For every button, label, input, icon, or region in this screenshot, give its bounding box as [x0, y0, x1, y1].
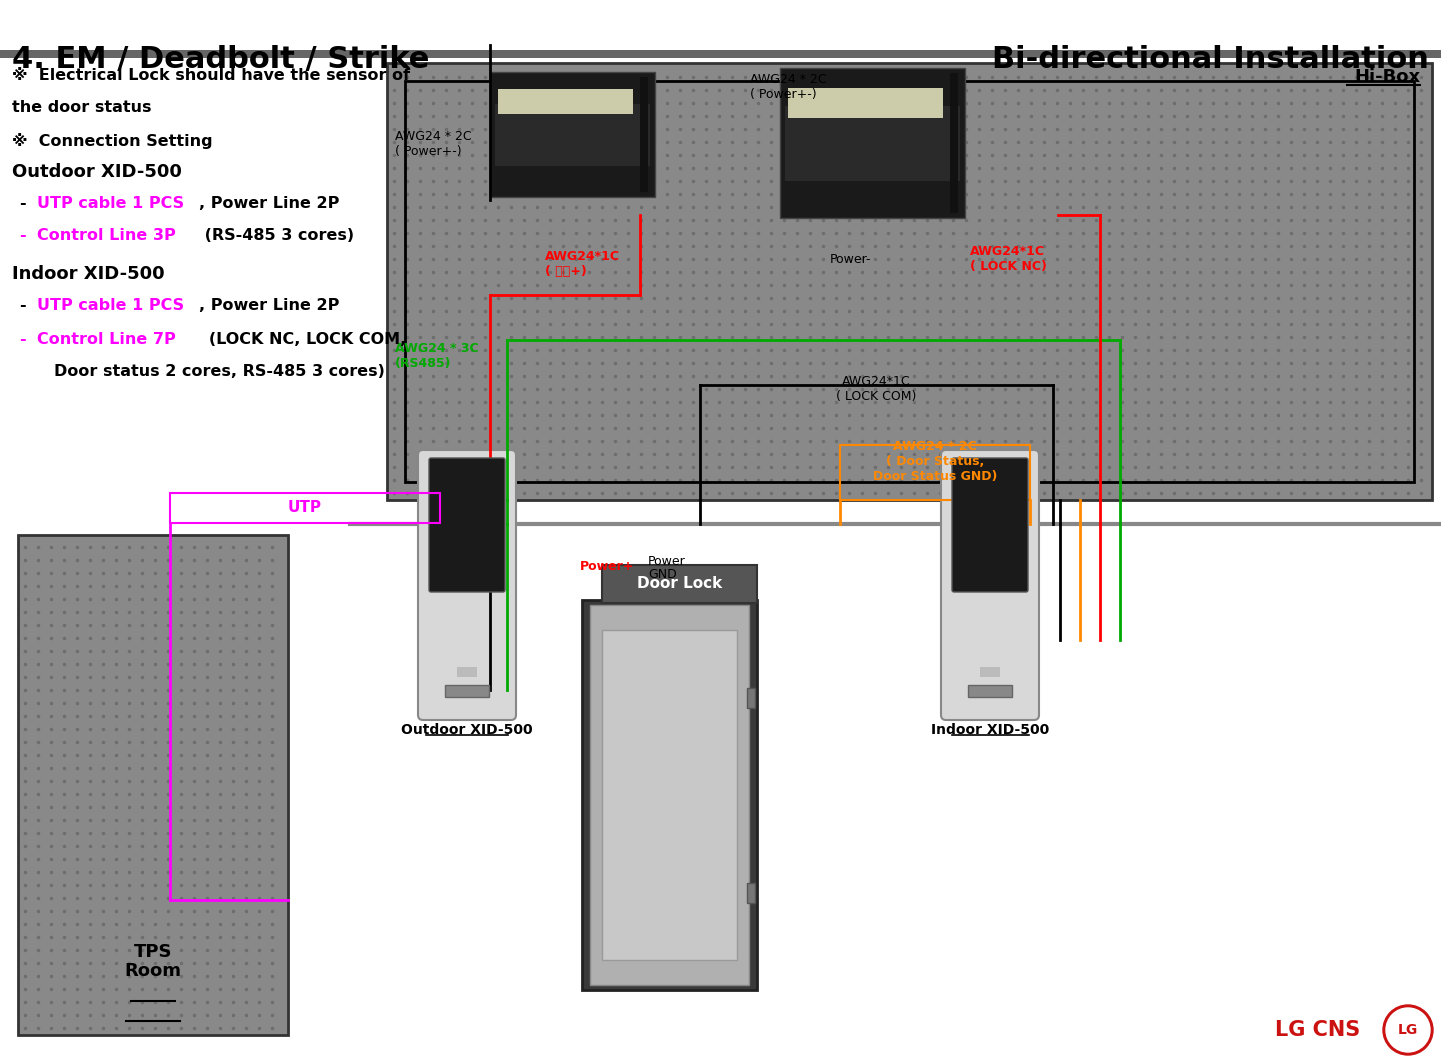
Text: ※  Electrical Lock should have the sensor of: ※ Electrical Lock should have the sensor…: [12, 68, 411, 83]
Bar: [640, 77, 648, 192]
Text: Door status 2 cores, RS-485 3 cores): Door status 2 cores, RS-485 3 cores): [53, 364, 385, 379]
Bar: [17, 535, 288, 1035]
Text: AWG24*1C
( LOCK COM): AWG24*1C ( LOCK COM): [836, 375, 916, 403]
Bar: [496, 104, 650, 166]
Bar: [788, 88, 942, 118]
Text: UTP cable 1 PCS: UTP cable 1 PCS: [37, 298, 184, 313]
Text: AWG24 * 2C
( Door Status,
Door Status GND): AWG24 * 2C ( Door Status, Door Status GN…: [873, 440, 997, 483]
Bar: [780, 68, 965, 218]
Text: , Power Line 2P: , Power Line 2P: [199, 298, 340, 313]
Text: Outdoor XID-500: Outdoor XID-500: [401, 724, 533, 737]
Bar: [457, 667, 477, 677]
Bar: [840, 445, 1030, 500]
Text: 4. EM / Deadbolt / Strike: 4. EM / Deadbolt / Strike: [12, 45, 429, 74]
Text: AWG24 * 3C
(RS485): AWG24 * 3C (RS485): [395, 342, 478, 370]
Bar: [980, 667, 1000, 677]
Text: ※  Connection Setting: ※ Connection Setting: [12, 133, 213, 149]
Text: Indoor XID-500: Indoor XID-500: [12, 265, 164, 283]
Text: Outdoor XID-500: Outdoor XID-500: [12, 163, 182, 181]
Text: Door Lock: Door Lock: [637, 577, 722, 592]
Text: LG: LG: [1398, 1023, 1418, 1037]
Text: AWG24 * 2C
( Power+-): AWG24 * 2C ( Power+-): [395, 130, 471, 157]
Bar: [490, 72, 656, 197]
Text: , Power Line 2P: , Power Line 2P: [199, 196, 340, 211]
Text: Power+: Power+: [579, 560, 634, 573]
Bar: [602, 565, 757, 603]
Text: TPS
Room: TPS Room: [124, 943, 182, 980]
Bar: [785, 106, 960, 181]
FancyBboxPatch shape: [429, 458, 504, 592]
Circle shape: [1386, 1008, 1429, 1052]
Text: Hi-Box: Hi-Box: [1355, 68, 1419, 86]
Bar: [746, 883, 755, 903]
Text: LG CNS: LG CNS: [1275, 1020, 1360, 1040]
Text: AWG24 * 2C
( Power+-): AWG24 * 2C ( Power+-): [749, 73, 827, 101]
Text: (LOCK NC, LOCK COM,: (LOCK NC, LOCK COM,: [192, 332, 406, 347]
FancyBboxPatch shape: [418, 450, 516, 720]
Text: Control Line 7P: Control Line 7P: [37, 332, 176, 347]
FancyBboxPatch shape: [953, 458, 1027, 592]
Text: Bi-directional Installation: Bi-directional Installation: [991, 45, 1429, 74]
Bar: [950, 73, 958, 213]
Bar: [170, 493, 440, 523]
Bar: [582, 600, 757, 990]
Text: the door status: the door status: [12, 100, 151, 115]
Text: UTP cable 1 PCS: UTP cable 1 PCS: [37, 196, 184, 211]
Text: Indoor XID-500: Indoor XID-500: [931, 724, 1049, 737]
Bar: [968, 685, 1012, 697]
Bar: [388, 63, 1432, 500]
Bar: [746, 688, 755, 708]
Bar: [0, 50, 1441, 59]
Text: UTP: UTP: [288, 500, 321, 515]
Bar: [589, 605, 749, 985]
Circle shape: [1383, 1005, 1432, 1055]
Text: AWG24*1C
( 전원+): AWG24*1C ( 전원+): [545, 250, 620, 278]
Text: -: -: [20, 298, 32, 313]
Text: (RS-485 3 cores): (RS-485 3 cores): [199, 228, 354, 243]
Bar: [445, 685, 488, 697]
Bar: [499, 89, 633, 114]
Text: -: -: [20, 332, 32, 347]
Text: AWG24*1C
( LOCK NC): AWG24*1C ( LOCK NC): [970, 245, 1046, 273]
Text: Control Line 3P: Control Line 3P: [37, 228, 176, 243]
Bar: [602, 630, 736, 960]
Text: Power
GND: Power GND: [648, 555, 686, 581]
Text: Power-: Power-: [830, 253, 872, 266]
Text: -: -: [20, 196, 32, 211]
FancyBboxPatch shape: [941, 450, 1039, 720]
Bar: [405, 81, 1414, 482]
Text: -: -: [20, 228, 32, 243]
